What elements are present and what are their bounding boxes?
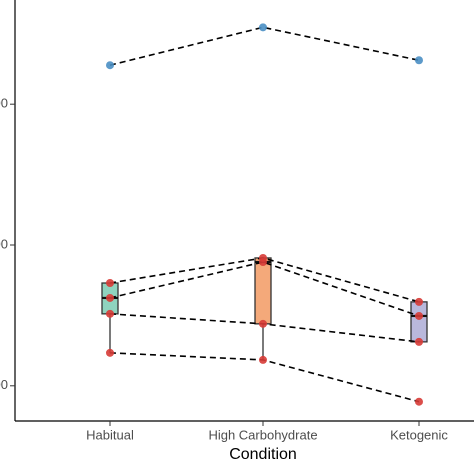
x-axis-label: Condition: [229, 446, 297, 463]
point: [106, 309, 114, 318]
point: [259, 258, 267, 267]
subject-line: [109, 261, 420, 317]
x-tick-label: Habitual: [86, 427, 134, 442]
point: [259, 23, 267, 32]
point: [415, 311, 423, 320]
point: [415, 337, 423, 346]
point: [415, 56, 423, 65]
y-tick-label: 1000: [0, 377, 8, 392]
point: [415, 397, 423, 406]
point: [106, 279, 114, 288]
point: [106, 293, 114, 302]
x-tick-label: Ketogenic: [390, 427, 448, 442]
point: [415, 297, 423, 306]
point: [259, 319, 267, 328]
box: [410, 301, 428, 343]
y-tick-label: 3000: [0, 96, 8, 111]
y-tick-label: 2000: [0, 236, 8, 251]
point: [259, 355, 267, 364]
subject-line: [109, 26, 420, 66]
x-tick-label: High Carbohydrate: [208, 427, 317, 442]
point: [106, 348, 114, 357]
point: [106, 61, 114, 70]
box: [254, 257, 272, 325]
